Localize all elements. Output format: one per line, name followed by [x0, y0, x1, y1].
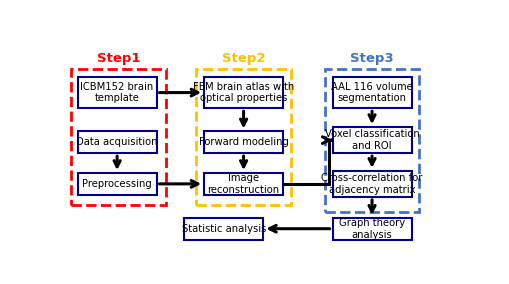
FancyBboxPatch shape — [184, 218, 263, 240]
FancyBboxPatch shape — [204, 173, 282, 195]
Text: Step2: Step2 — [221, 52, 265, 65]
Text: Statistic analysis: Statistic analysis — [181, 224, 266, 234]
Text: FEM brain atlas with
optical properties: FEM brain atlas with optical properties — [192, 82, 294, 103]
Text: Image
reconstruction: Image reconstruction — [207, 173, 279, 195]
Text: Step3: Step3 — [350, 52, 393, 65]
Text: Graph theory
analysis: Graph theory analysis — [338, 218, 404, 239]
Text: Preprocessing: Preprocessing — [82, 179, 152, 189]
Text: Voxel classification
and ROI: Voxel classification and ROI — [324, 129, 418, 151]
FancyBboxPatch shape — [77, 173, 156, 195]
FancyBboxPatch shape — [332, 77, 411, 108]
FancyBboxPatch shape — [332, 127, 411, 153]
FancyBboxPatch shape — [332, 218, 411, 240]
FancyBboxPatch shape — [77, 77, 156, 108]
FancyBboxPatch shape — [77, 131, 156, 153]
Text: Step1: Step1 — [96, 52, 140, 65]
Text: Forward modeling: Forward modeling — [199, 137, 288, 147]
FancyBboxPatch shape — [332, 171, 411, 197]
Text: AAL 116 volume
segmentation: AAL 116 volume segmentation — [330, 82, 412, 103]
Text: ICBM152 brain
template: ICBM152 brain template — [80, 82, 153, 103]
FancyBboxPatch shape — [204, 77, 282, 108]
Text: Cross-correlation for
adjacency matrix: Cross-correlation for adjacency matrix — [321, 173, 422, 195]
FancyBboxPatch shape — [204, 131, 282, 153]
Text: Data acquisition: Data acquisition — [76, 137, 158, 147]
